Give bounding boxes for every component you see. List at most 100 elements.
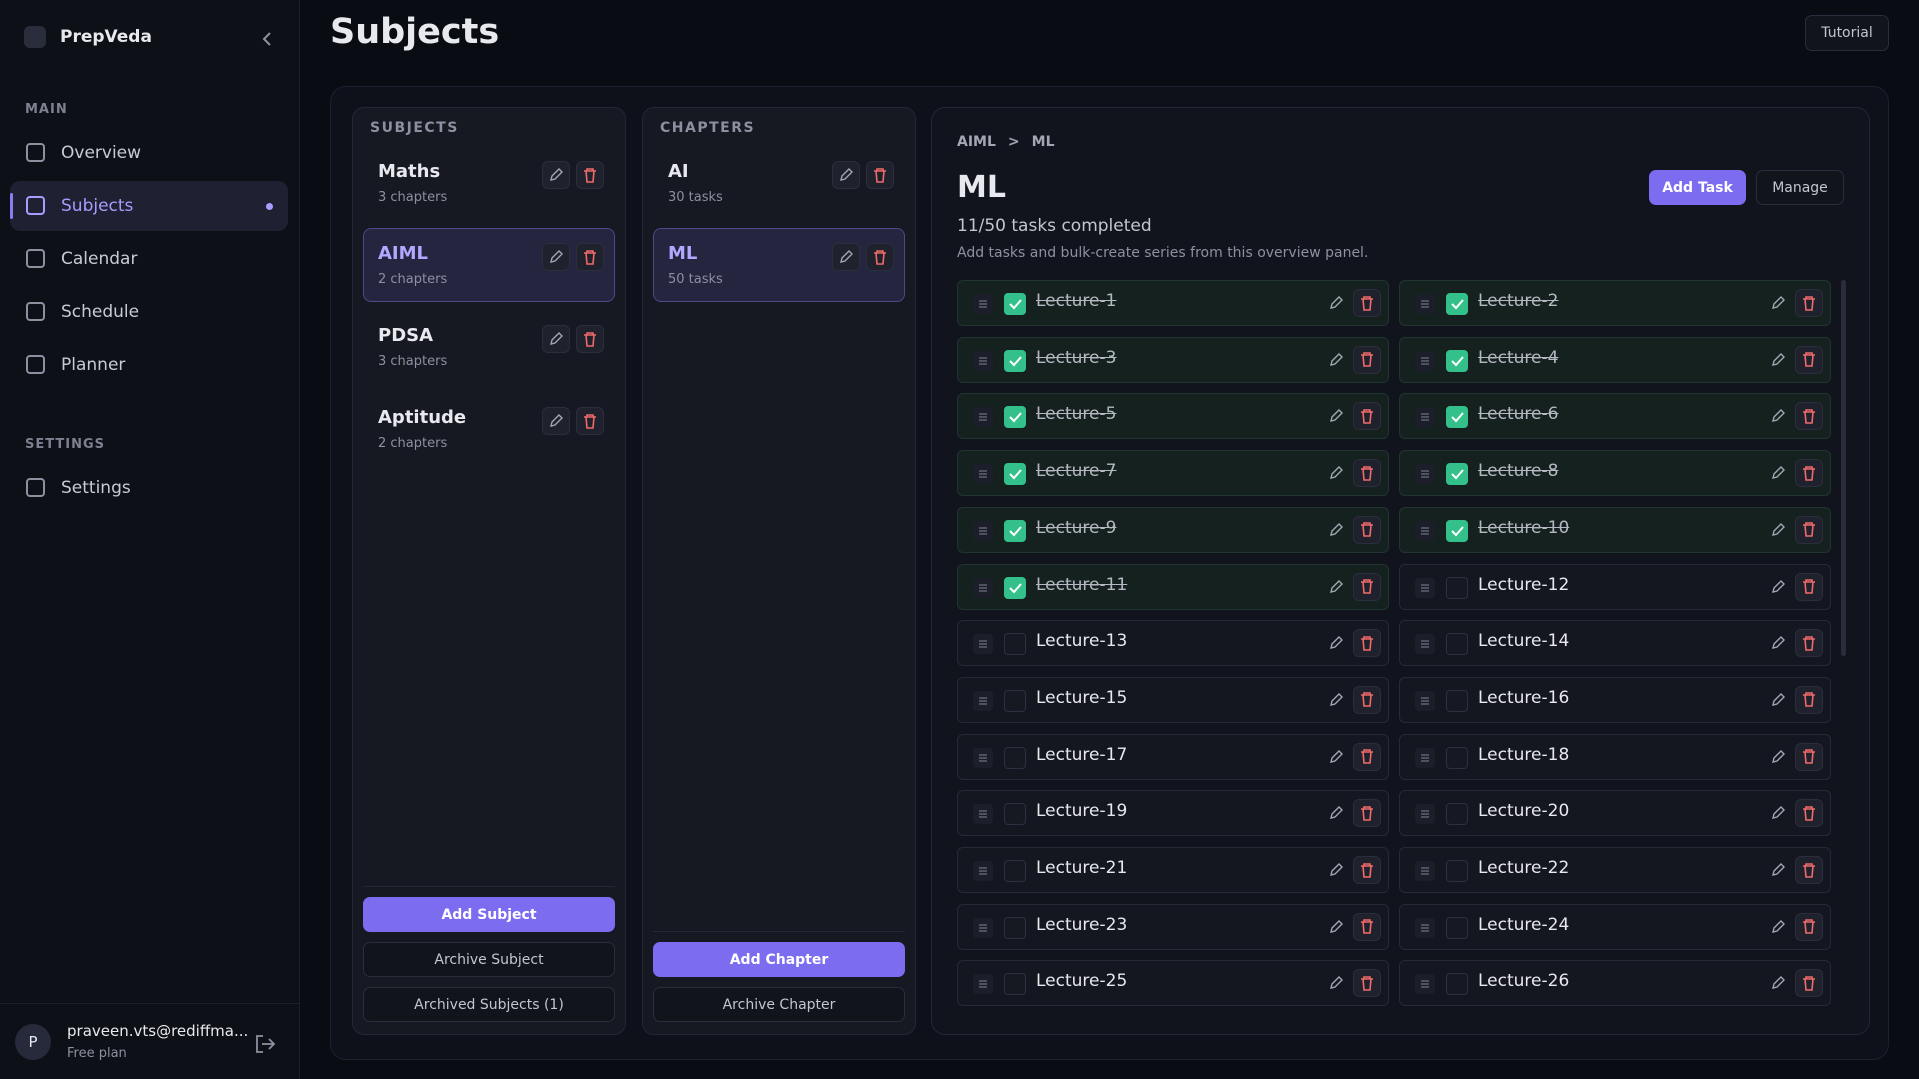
edit-button[interactable] [1322,402,1350,430]
checkbox[interactable] [1446,406,1468,429]
action-button[interactable]: Add Subject [363,897,615,932]
checkbox[interactable] [1004,463,1026,486]
delete-button[interactable] [1795,402,1823,431]
nav-item[interactable]: Calendar [10,234,288,284]
delete-button[interactable] [1795,515,1823,544]
checkbox[interactable] [1446,576,1468,599]
drag-handle[interactable] [1415,294,1435,314]
edit-button[interactable] [832,243,860,271]
drag-handle[interactable] [1415,464,1435,485]
edit-button[interactable] [1322,346,1350,374]
checkbox[interactable] [1446,916,1468,939]
nav-item[interactable]: Overview [10,128,288,178]
checkbox[interactable] [1446,633,1468,656]
checkbox[interactable] [1004,406,1026,429]
delete-button[interactable] [1795,912,1823,941]
delete-button[interactable] [1795,572,1823,601]
edit-button[interactable] [1764,402,1792,430]
delete-button[interactable] [1353,685,1381,714]
checkbox[interactable] [1004,689,1026,712]
checkbox[interactable] [1446,689,1468,712]
edit-button[interactable] [1764,969,1792,997]
checkbox[interactable] [1446,746,1468,769]
drag-handle[interactable] [1415,407,1435,428]
list-item[interactable]: ML 50 tasks [653,228,905,302]
nav-item[interactable]: Schedule [10,287,288,337]
delete-button[interactable] [576,325,604,353]
delete-button[interactable] [1795,289,1823,317]
delete-button[interactable] [1353,856,1381,884]
nav-item[interactable]: Subjects [10,181,288,231]
crumb[interactable]: ML [1031,134,1055,150]
list-item[interactable]: Aptitude 2 chapters [363,392,615,466]
edit-button[interactable] [542,243,570,271]
edit-button[interactable] [1322,743,1350,771]
delete-button[interactable] [1795,629,1823,658]
delete-button[interactable] [1795,742,1823,771]
drag-handle[interactable] [973,804,993,825]
drag-handle[interactable] [973,861,993,881]
delete-button[interactable] [1353,629,1381,658]
edit-button[interactable] [1764,686,1792,714]
delete-button[interactable] [576,243,604,271]
delete-button[interactable] [1353,345,1381,374]
delete-button[interactable] [1353,459,1381,488]
edit-button[interactable] [1764,629,1792,657]
delete-button[interactable] [866,161,894,189]
drag-handle[interactable] [1415,917,1435,938]
edit-button[interactable] [1322,799,1350,827]
drag-handle[interactable] [973,294,993,314]
edit-button[interactable] [1764,289,1792,317]
drag-handle[interactable] [1415,577,1435,598]
drag-handle[interactable] [973,917,993,938]
list-item[interactable]: PDSA 3 chapters [363,310,615,384]
drag-handle[interactable] [973,634,993,655]
nav-item[interactable]: Planner [10,340,288,390]
edit-button[interactable] [1322,459,1350,487]
edit-button[interactable] [1764,913,1792,941]
checkbox[interactable] [1004,633,1026,656]
action-button[interactable]: Archive Subject [363,942,615,977]
edit-button[interactable] [1764,856,1792,884]
checkbox[interactable] [1004,916,1026,939]
delete-button[interactable] [1353,515,1381,544]
tutorial-button[interactable]: Tutorial [1805,15,1889,51]
edit-button[interactable] [542,407,570,435]
edit-button[interactable] [832,161,860,189]
delete-button[interactable] [1353,402,1381,431]
drag-handle[interactable] [973,747,993,768]
checkbox[interactable] [1004,860,1026,882]
checkbox[interactable] [1446,463,1468,486]
collapse-button[interactable] [260,30,274,48]
edit-button[interactable] [1322,913,1350,941]
checkbox[interactable] [1004,293,1026,315]
checkbox[interactable] [1446,349,1468,372]
delete-button[interactable] [1353,742,1381,771]
drag-handle[interactable] [973,690,993,711]
drag-handle[interactable] [1415,690,1435,711]
checkbox[interactable] [1446,519,1468,542]
drag-handle[interactable] [973,974,993,995]
drag-handle[interactable] [1415,350,1435,371]
checkbox[interactable] [1004,349,1026,372]
drag-handle[interactable] [1415,974,1435,995]
checkbox[interactable] [1446,860,1468,882]
edit-button[interactable] [1322,856,1350,884]
checkbox[interactable] [1446,293,1468,315]
action-button[interactable]: Archive Chapter [653,987,905,1022]
delete-button[interactable] [1353,969,1381,998]
delete-button[interactable] [576,161,604,189]
checkbox[interactable] [1004,803,1026,826]
drag-handle[interactable] [973,464,993,485]
edit-button[interactable] [1764,516,1792,544]
edit-button[interactable] [1322,289,1350,317]
drag-handle[interactable] [973,520,993,541]
checkbox[interactable] [1004,576,1026,599]
nav-item[interactable]: Settings [10,463,288,513]
delete-button[interactable] [576,407,604,435]
checkbox[interactable] [1004,519,1026,542]
delete-button[interactable] [1795,685,1823,714]
drag-handle[interactable] [973,577,993,598]
delete-button[interactable] [1795,345,1823,374]
delete-button[interactable] [1353,912,1381,941]
